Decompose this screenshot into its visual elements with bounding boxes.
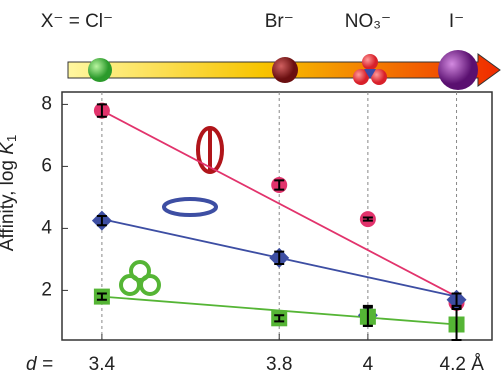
error-bar	[96, 292, 107, 301]
anion-label: NO₃⁻	[345, 11, 391, 32]
y-tick-label: 6	[41, 155, 52, 176]
error-bar	[451, 292, 462, 307]
x-tick-label: 3.4	[89, 354, 116, 375]
y-axis-label-var: K	[0, 141, 18, 155]
plot-frame	[61, 91, 493, 341]
error-bar	[96, 215, 107, 227]
error-bar	[362, 306, 373, 328]
error-bar	[274, 250, 285, 266]
ion-sphere	[272, 57, 298, 83]
anion-label: Br⁻	[265, 11, 294, 32]
host-icon	[119, 126, 224, 296]
y-axis-label-sub: 1	[4, 135, 19, 142]
y-axis-label-text: Affinity, log	[0, 155, 18, 251]
ion-sphere	[88, 58, 112, 82]
anion-label: X⁻ = Cl⁻	[41, 11, 113, 32]
error-bar	[362, 216, 373, 222]
y-tick-label: 8	[41, 93, 52, 114]
y-tick-label: 2	[41, 279, 52, 300]
x-tick-label: 4	[363, 354, 374, 375]
x-axis-label: d =	[26, 354, 53, 375]
x-tick-label: 4.2 Å	[440, 354, 485, 375]
error-bar	[274, 314, 285, 323]
y-axis-label: Affinity, log K1	[0, 135, 19, 251]
anion-label: I⁻	[449, 11, 464, 32]
ion-sphere	[438, 50, 478, 90]
error-bar	[96, 103, 107, 118]
fit-line	[101, 109, 457, 298]
ion-sphere	[353, 54, 387, 85]
error-bar	[451, 308, 462, 341]
y-tick-label: 4	[41, 217, 52, 238]
error-bar	[274, 179, 285, 191]
x-tick-label: 3.8	[266, 354, 292, 375]
